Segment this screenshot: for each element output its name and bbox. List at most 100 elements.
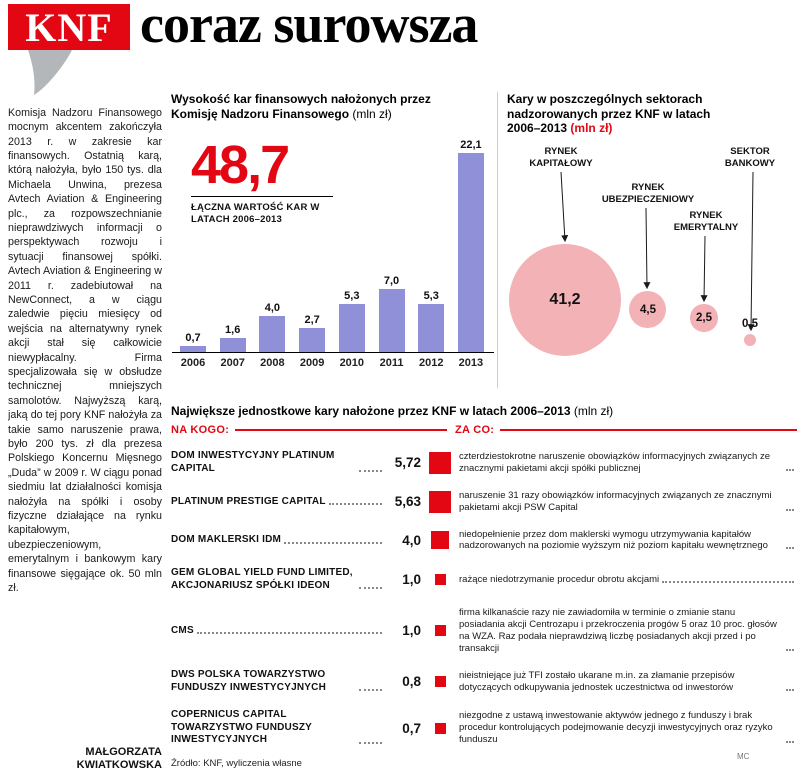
bar-chart-title: Wysokość kar finansowych nałożonych prze… [171, 92, 471, 121]
bar-value-label: 2,7 [304, 314, 320, 326]
fine-reason-cell: niedopełnienie przez dom maklerski wymog… [459, 529, 797, 553]
fine-amount: 4,0 [402, 532, 421, 548]
article-body: Komisja Nadzoru Finansowego mocnym akcen… [8, 106, 162, 595]
fine-amount-square-icon [434, 625, 446, 637]
sector-arrow-icon [560, 171, 569, 243]
sector-bubble [629, 291, 667, 329]
fine-reason-cell: firma kilkanaście razy nie zawiadomiła w… [459, 607, 797, 654]
bar [378, 289, 405, 352]
bar-chart: 0,7 1,6 4,0 2,7 5,3 7,0 5,3 22,1 [176, 136, 488, 352]
sector-bubble [743, 333, 757, 347]
bar-value-label: 5,3 [344, 290, 360, 302]
fines-table-title: Największe jednostkowe kary nałożone prz… [171, 404, 781, 419]
fine-amount-square-icon [429, 490, 451, 513]
fine-amount: 1,0 [402, 572, 421, 588]
fine-entity: CMS [171, 624, 194, 636]
fines-header-what: ZA CO: [455, 424, 797, 436]
sector-value: 41,2 [549, 291, 581, 308]
dotted-leader [786, 649, 794, 652]
x-axis-label: 2009 [299, 357, 325, 369]
bubble-chart: RYNEK KAPITAŁOWY 41,2 RYNEK UBEZPIECZENIOW… [505, 140, 801, 360]
source-note: Źródło: KNF, wyliczenia własne [171, 758, 302, 769]
dotted-leader [786, 740, 794, 743]
fine-row: GEM GLOBAL YIELD FUND LIMITED, AKCJONARI… [171, 567, 797, 592]
fine-row: PLATINUM PRESTIGE CAPITAL 5,63 naruszenie … [171, 490, 797, 514]
bar-value-label: 1,6 [225, 324, 241, 336]
col-who-rule [235, 429, 447, 431]
bar [418, 304, 445, 352]
bar [180, 346, 206, 352]
fine-reason: czterdziestokrotne naruszenie obowiązków… [459, 450, 771, 474]
dotted-leader [359, 741, 382, 744]
x-axis-label: 2007 [220, 357, 245, 369]
bar-value-label: 5,3 [423, 290, 439, 302]
column-divider [497, 92, 498, 388]
fines-table-header: NA KOGO: ZA CO: [171, 424, 797, 436]
fine-row: CMS 1,0 firma kilkanaście razy nie zawiado… [171, 607, 797, 654]
col-what-rule [500, 429, 797, 431]
fine-who-cell: PLATINUM PRESTIGE CAPITAL [171, 496, 385, 509]
bar-chart-title-text: Wysokość kar finansowych nałożonych prze… [171, 92, 431, 121]
speech-bubble-tail-icon [28, 50, 72, 95]
sector-label: RYNEK EMERYTALNY [673, 210, 739, 233]
fine-square-cell [421, 531, 459, 550]
bar [299, 328, 326, 352]
fine-row: DOM INWESTYCYJNY PLATINUM CAPITAL 5,72 czt… [171, 450, 797, 475]
sector-label: RYNEK KAPITAŁOWY [529, 146, 593, 169]
fine-row: DOM MAKLERSKI IDM 4,0 niedopełnienie przez… [171, 529, 797, 553]
fine-who-cell: DOM MAKLERSKI IDM [171, 534, 385, 547]
fine-reason: firma kilkanaście razy nie zawiadomiła w… [459, 607, 777, 654]
fine-reason: rażące niedotrzymanie procedur obrotu ak… [459, 573, 660, 585]
fine-reason-cell: nieistniejące już TFI zostało ukarane m.… [459, 670, 797, 694]
fines-table-title-text: Największe jednostkowe kary nałożone prz… [171, 404, 571, 418]
x-axis-label: 2008 [260, 357, 285, 369]
fine-entity: DOM INWESTYCYJNY PLATINUM CAPITAL [171, 450, 335, 474]
fine-reason: nieistniejące już TFI zostało ukarane m.… [459, 670, 735, 693]
bar-chart-baseline [172, 352, 494, 353]
dotted-leader [359, 587, 382, 590]
dotted-leader [786, 469, 794, 472]
fine-reason: niedopełnienie przez dom maklerski wymog… [459, 528, 768, 552]
fine-amount: 5,63 [394, 494, 421, 510]
fine-square-cell [421, 722, 459, 734]
fine-reason-cell: czterdziestokrotne naruszenie obowiązków… [459, 451, 797, 475]
fine-who-cell: DWS POLSKA TOWARZYSTWO FUNDUSZY INWESTYC… [171, 669, 385, 694]
fine-amount-square-icon [429, 451, 451, 474]
dotted-leader [284, 541, 382, 544]
sector-arrow-icon [643, 207, 651, 290]
bar-value-label: 22,1 [460, 139, 482, 151]
dotted-leader [196, 632, 382, 635]
fine-amount-square-icon [434, 574, 446, 586]
fine-amount: 1,0 [402, 623, 421, 639]
bar [457, 153, 484, 352]
fine-square-cell [421, 490, 459, 513]
bar-value-label: 0,7 [185, 332, 201, 344]
fine-row: COPERNICUS CAPITAL TOWARZYSTWO FUNDUSZY … [171, 709, 797, 747]
total-fines-block: 48,7 ŁĄCZNA WARTOŚĆ KAR W LATACH 2006–20… [191, 138, 333, 226]
bar-chart-unit: (mln zł) [352, 106, 392, 121]
dotted-leader [786, 547, 794, 550]
fine-row: DWS POLSKA TOWARZYSTWO FUNDUSZY INWESTYC… [171, 669, 797, 694]
fine-amount: 5,72 [394, 455, 421, 470]
sector-bubble [509, 244, 621, 356]
credit-initials: MC [737, 752, 750, 761]
fine-reason-cell: rażące niedotrzymanie procedur obrotu ak… [459, 574, 797, 586]
fine-amount-square-icon [434, 722, 446, 734]
knf-logo-text: KNF [25, 4, 113, 50]
sector-arrow-icon [700, 235, 708, 303]
fine-entity: COPERNICUS CAPITAL TOWARZYSTWO FUNDUSZY … [171, 709, 312, 746]
sector-arrows [560, 171, 755, 332]
bar-column: 0,7 [176, 332, 210, 352]
x-axis-label: 2010 [339, 357, 365, 369]
fine-amount: 0,7 [402, 720, 421, 736]
bar-column: 1,6 [216, 324, 250, 352]
dotted-leader [328, 503, 382, 506]
col-who-label: NA KOGO: [171, 424, 230, 436]
fine-square-cell [421, 676, 459, 688]
page-title: coraz surowsza [140, 0, 478, 54]
bar [219, 338, 246, 352]
sector-value: 4,5 [639, 303, 656, 316]
fine-entity: DWS POLSKA TOWARZYSTWO FUNDUSZY INWESTYC… [171, 669, 326, 693]
bar [338, 304, 365, 352]
